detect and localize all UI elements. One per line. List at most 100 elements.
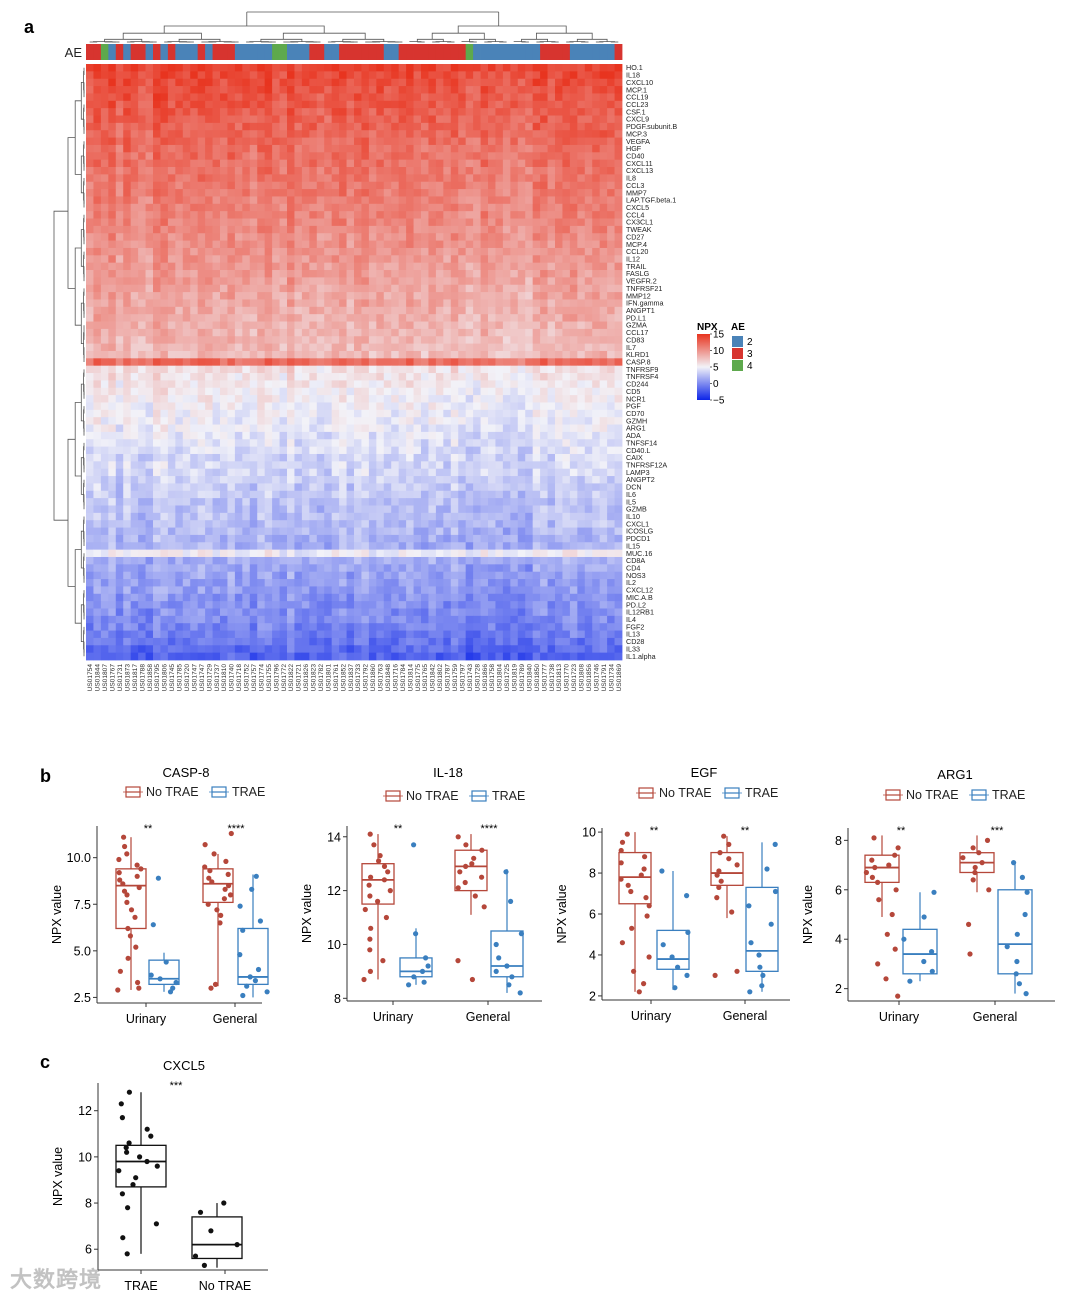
heatmap-cell [205, 277, 213, 286]
heatmap-cell [592, 218, 601, 227]
heatmap-cell [145, 556, 154, 565]
heatmap-cell [123, 446, 132, 455]
heatmap-cell [115, 343, 124, 352]
heatmap-cell [354, 505, 362, 514]
heatmap-cell [153, 409, 161, 418]
heatmap-cell [599, 424, 608, 433]
heatmap-cell [599, 483, 608, 492]
heatmap-cell [220, 512, 228, 521]
heatmap-cell [413, 439, 422, 448]
heatmap-cell [190, 122, 199, 131]
heatmap-cell [220, 247, 228, 256]
heatmap-cell [272, 395, 280, 403]
heatmap-cell [316, 270, 325, 278]
heatmap-cell [532, 306, 541, 315]
heatmap-cell [361, 328, 370, 337]
heatmap-cell [368, 461, 377, 470]
heatmap-cell [383, 409, 392, 418]
heatmap-cell [93, 556, 102, 565]
heatmap-cell [182, 328, 191, 337]
heatmap-cell [502, 424, 511, 433]
heatmap-cell [331, 395, 340, 403]
heatmap-cell [540, 218, 548, 227]
heatmap-cell [190, 483, 199, 492]
heatmap-cell [502, 115, 511, 124]
heatmap-cell [160, 270, 169, 278]
heatmap-cell [160, 512, 169, 521]
heatmap-cell [145, 505, 154, 514]
heatmap-cell [182, 247, 191, 256]
heatmap-cell [212, 144, 221, 153]
heatmap-cell [100, 196, 109, 205]
heatmap-cell [555, 115, 563, 124]
heatmap-cell [391, 321, 400, 330]
heatmap-cell [182, 314, 191, 322]
heatmap-cell [443, 299, 452, 308]
heatmap-cell [584, 86, 593, 94]
heatmap-cell [287, 233, 295, 241]
heatmap-cell [279, 395, 288, 403]
heatmap-cell [115, 100, 124, 109]
heatmap-cell [108, 292, 117, 300]
heatmap-cell [249, 108, 258, 116]
heatmap-cell [532, 262, 541, 271]
heatmap-cell [227, 100, 236, 109]
heatmap-cell [614, 424, 623, 433]
heatmap-cell [488, 159, 496, 168]
heatmap-cell [272, 520, 280, 528]
heatmap-cell [324, 409, 333, 418]
heatmap-cell [510, 159, 519, 168]
heatmap-cell [287, 71, 295, 80]
heatmap-cell [510, 167, 519, 175]
heatmap-cell [182, 233, 191, 241]
heatmap-cell [264, 115, 273, 124]
heatmap-cell [242, 395, 251, 403]
heatmap-cell [383, 483, 392, 492]
heatmap-cell [480, 247, 489, 256]
heatmap-cell [480, 424, 489, 433]
heatmap-cell [502, 387, 511, 396]
heatmap-cell [421, 78, 429, 87]
heatmap-cell [465, 233, 474, 241]
heatmap-cell [264, 306, 273, 315]
heatmap-cell [130, 358, 139, 367]
heatmap-cell [435, 108, 444, 116]
heatmap-cell [145, 542, 154, 551]
heatmap-cell [428, 527, 437, 536]
heatmap-cell [599, 159, 608, 168]
heatmap-cell [488, 277, 496, 286]
heatmap-cell [257, 225, 266, 234]
heatmap-cell [413, 556, 422, 565]
heatmap-cell [517, 505, 526, 514]
heatmap-cell [294, 417, 303, 425]
heatmap-cell [301, 321, 310, 330]
heatmap-cell [212, 93, 221, 102]
heatmap-cell [435, 115, 444, 124]
heatmap-cell [86, 490, 94, 499]
heatmap-cell [599, 527, 608, 536]
heatmap-cell [346, 395, 355, 403]
heatmap-cell [421, 336, 429, 345]
heatmap-cell [562, 498, 571, 506]
heatmap-cell [331, 453, 340, 462]
heatmap-cell [391, 189, 400, 197]
heatmap-cell [398, 387, 407, 396]
heatmap-cell [532, 225, 541, 234]
heatmap-cell [197, 431, 206, 440]
heatmap-cell [272, 144, 280, 153]
heatmap-cell [279, 137, 288, 146]
heatmap-cell [361, 255, 370, 264]
heatmap-cell [428, 100, 437, 109]
heatmap-cell [488, 358, 496, 367]
heatmap-cell [443, 314, 452, 322]
heatmap-cell [555, 534, 563, 543]
heatmap-cell [562, 247, 571, 256]
heatmap-cell [510, 240, 519, 249]
heatmap-cell [376, 130, 385, 138]
heatmap-cell [93, 255, 102, 264]
heatmap-cell [138, 476, 146, 484]
heatmap-cell [540, 130, 548, 138]
heatmap-cell [316, 255, 325, 264]
heatmap-cell [532, 86, 541, 94]
heatmap-cell [115, 476, 124, 484]
